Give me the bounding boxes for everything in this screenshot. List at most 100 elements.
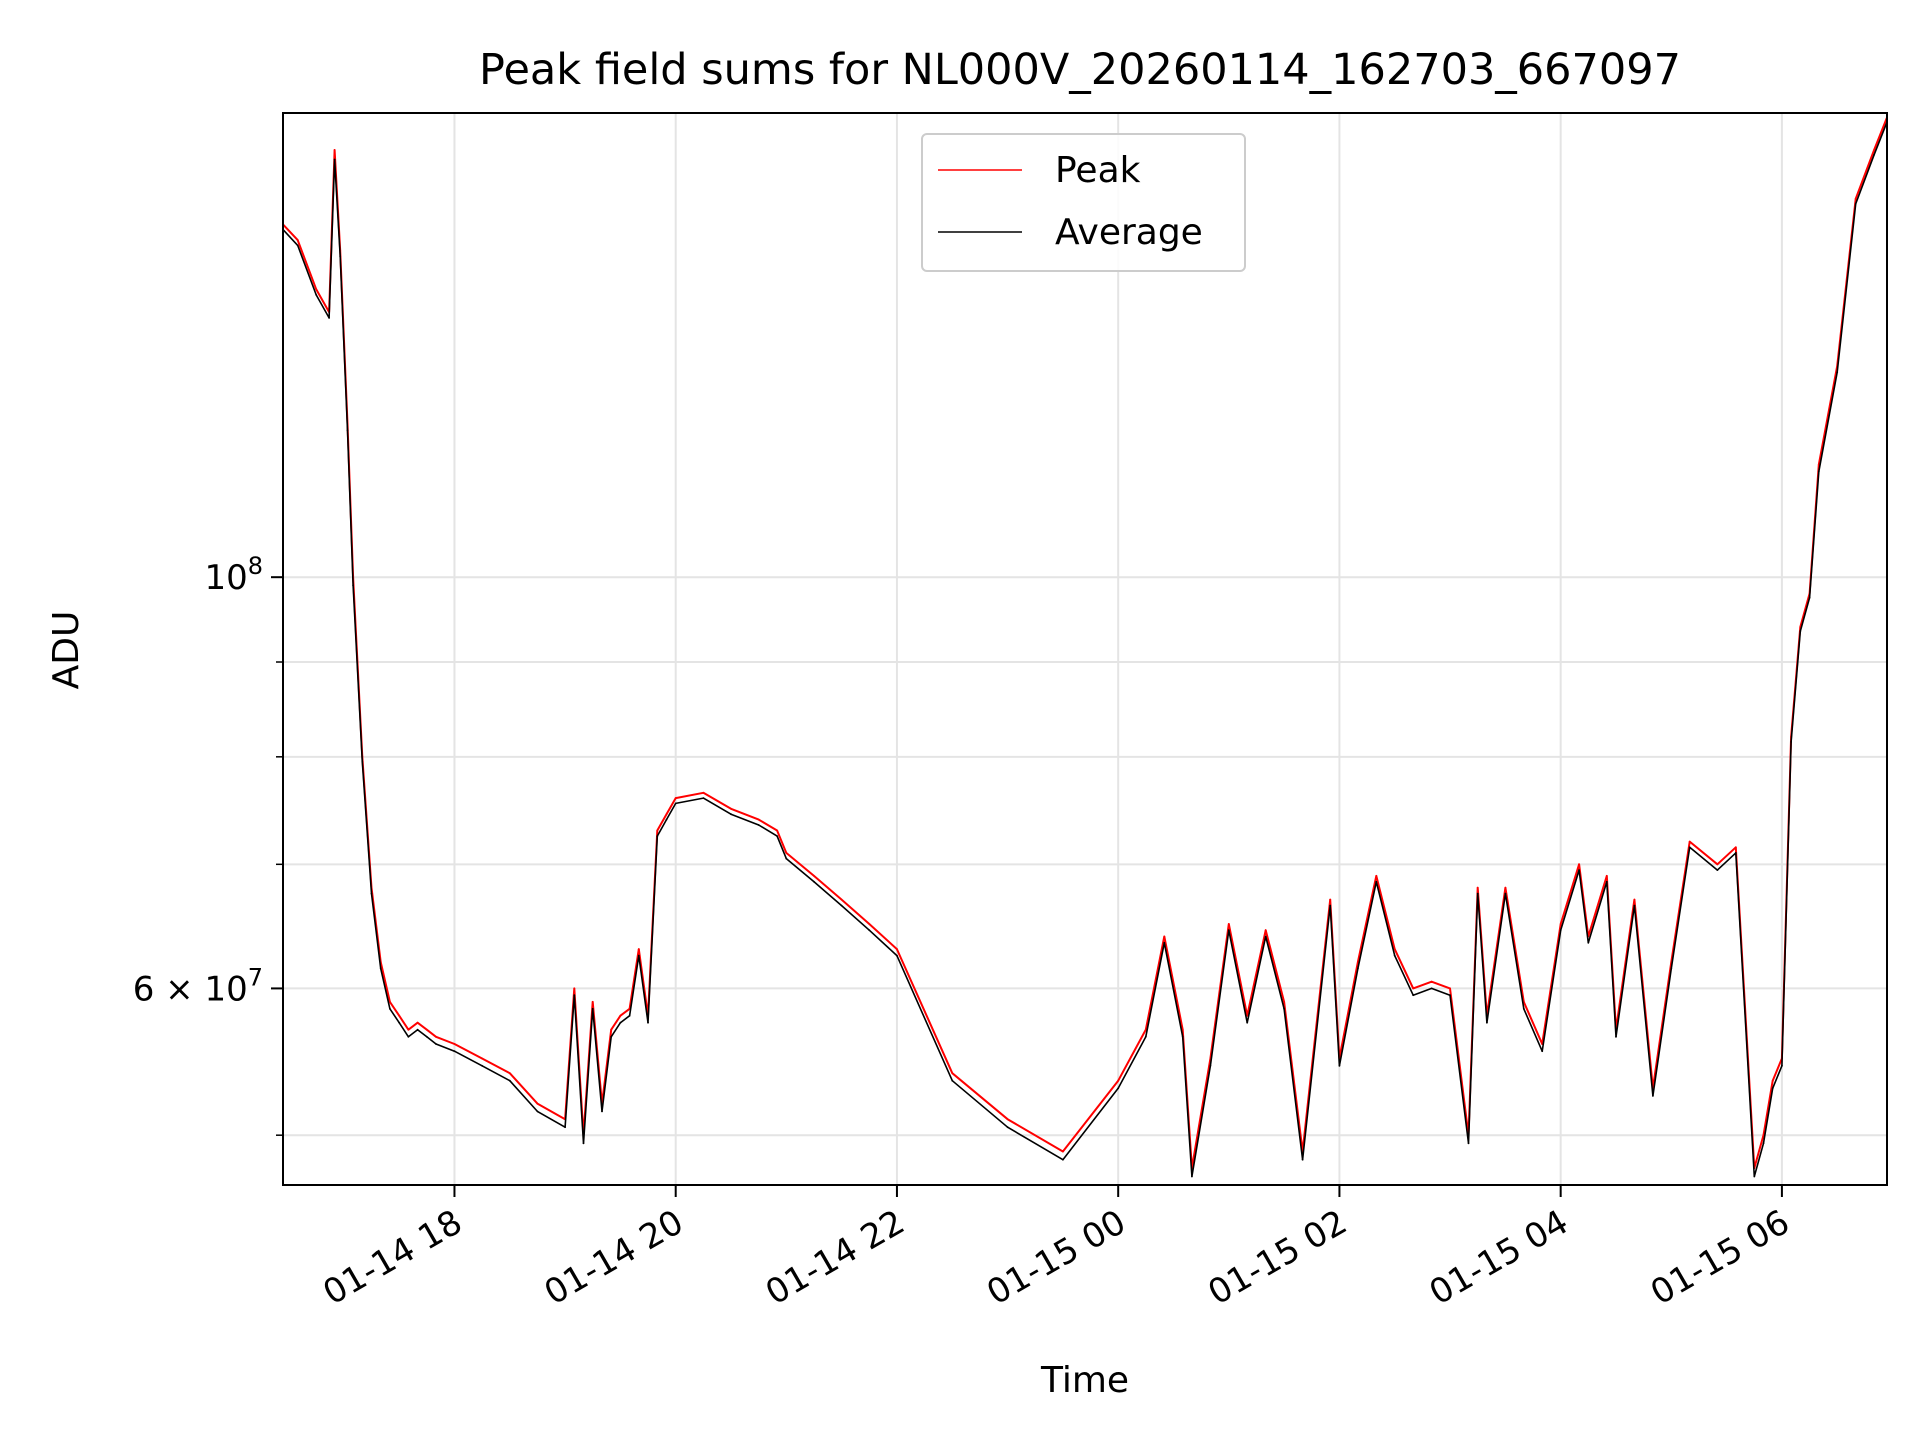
data-point-peak <box>1144 1028 1147 1031</box>
data-point-average <box>296 244 299 247</box>
data-point-peak <box>1762 1134 1765 1137</box>
y-axis-label: ADU <box>46 611 87 690</box>
data-point-average <box>813 880 815 883</box>
data-point-peak <box>840 898 843 901</box>
y-axis-ticks: 108 6 × 107 <box>133 552 283 1136</box>
data-point-average <box>453 1050 456 1053</box>
data-point-average <box>1652 1095 1654 1097</box>
data-point-average <box>1329 904 1332 907</box>
data-point-peak <box>1633 898 1636 901</box>
data-point-average <box>398 1021 401 1024</box>
y-tick-label: 108 <box>204 552 263 598</box>
data-point-average <box>757 824 760 826</box>
data-point-peak <box>389 1001 391 1003</box>
data-point-average <box>389 1007 391 1010</box>
data-point-average <box>1817 470 1820 473</box>
data-point-peak <box>665 813 668 816</box>
data-point-average <box>1716 869 1719 871</box>
data-point-peak <box>1449 987 1451 990</box>
data-point-average <box>1476 892 1479 895</box>
legend-label-average: Average <box>1055 212 1203 253</box>
data-point-average <box>1227 929 1230 932</box>
data-point-peak <box>508 1072 511 1075</box>
data-point-peak <box>1181 1028 1184 1031</box>
data-point-average <box>1393 954 1396 957</box>
data-point-average <box>785 857 788 860</box>
data-point-average <box>1301 1158 1304 1161</box>
data-point-peak <box>333 149 336 151</box>
data-point-average <box>674 802 677 805</box>
gridlines <box>283 113 1887 1185</box>
data-point-average <box>582 1142 585 1145</box>
data-point-average <box>1430 987 1433 990</box>
data-point-average <box>1264 935 1267 938</box>
data-point-average <box>425 1035 428 1038</box>
data-point-peak <box>1246 1014 1249 1017</box>
data-point-peak <box>619 1014 622 1017</box>
legend: Peak Average <box>921 133 1246 272</box>
data-point-average <box>637 954 640 957</box>
data-point-average <box>665 818 668 821</box>
data-point-average <box>1615 1035 1617 1038</box>
data-point-peak <box>1393 948 1396 950</box>
data-point-peak <box>1873 149 1875 151</box>
data-point-average <box>1781 1064 1783 1067</box>
data-point-average <box>1688 846 1691 849</box>
plot-area <box>282 116 1888 1178</box>
data-point-average <box>1338 1064 1341 1067</box>
data-point-average <box>1854 203 1857 205</box>
data-point-peak <box>785 852 788 854</box>
data-point-average <box>1559 929 1562 932</box>
data-point-average <box>1449 994 1451 997</box>
data-point-average <box>1191 1175 1193 1178</box>
data-point-average <box>1357 967 1359 970</box>
data-point-average <box>352 584 354 587</box>
data-point-average <box>339 255 342 258</box>
data-point-average <box>1181 1035 1184 1038</box>
data-point-peak <box>1329 898 1332 901</box>
y-tick-label: 6 × 107 <box>133 963 263 1009</box>
data-point-average <box>1734 852 1737 854</box>
data-point-average <box>619 1021 622 1024</box>
data-point-average <box>333 158 336 161</box>
chart-title: Peak field sums for NL000V_20260114_1627… <box>479 45 1681 95</box>
data-point-peak <box>536 1102 539 1105</box>
data-point-peak <box>656 829 659 832</box>
data-point-peak <box>1264 929 1267 932</box>
series-line-peak <box>282 117 1888 1170</box>
data-point-average <box>573 994 576 997</box>
data-point-peak <box>1734 846 1737 849</box>
data-point-average <box>1670 967 1673 970</box>
data-point-peak <box>1357 961 1359 963</box>
data-point-average <box>1467 1142 1470 1145</box>
data-point-average <box>647 1021 649 1024</box>
data-point-average <box>1117 1087 1120 1090</box>
data-point-average <box>564 1126 566 1129</box>
data-point-average <box>628 1014 631 1017</box>
x-axis-label: Time <box>1040 1360 1129 1401</box>
data-point-peak <box>1688 840 1691 843</box>
data-point-average <box>1808 596 1811 599</box>
data-point-average <box>1541 1050 1544 1053</box>
data-point-peak <box>1559 923 1562 925</box>
data-point-peak <box>481 1057 483 1060</box>
data-point-peak <box>896 948 898 950</box>
data-point-average <box>481 1064 483 1067</box>
data-point-average <box>1283 1007 1285 1010</box>
data-point-average <box>591 1007 594 1010</box>
data-point-peak <box>1163 935 1166 938</box>
data-point-average <box>1873 153 1875 156</box>
data-point-average <box>1753 1175 1756 1178</box>
data-point-peak <box>868 923 871 925</box>
data-point-average <box>730 813 732 816</box>
data-point-peak <box>1283 1001 1285 1003</box>
data-point-average <box>1799 630 1802 633</box>
data-point-peak <box>1227 923 1230 925</box>
data-point-average <box>1412 994 1415 997</box>
data-point-peak <box>435 1035 437 1038</box>
data-point-average <box>1587 941 1590 944</box>
data-point-peak <box>776 829 778 832</box>
data-point-average <box>1522 1007 1525 1010</box>
data-point-average <box>1790 741 1792 743</box>
